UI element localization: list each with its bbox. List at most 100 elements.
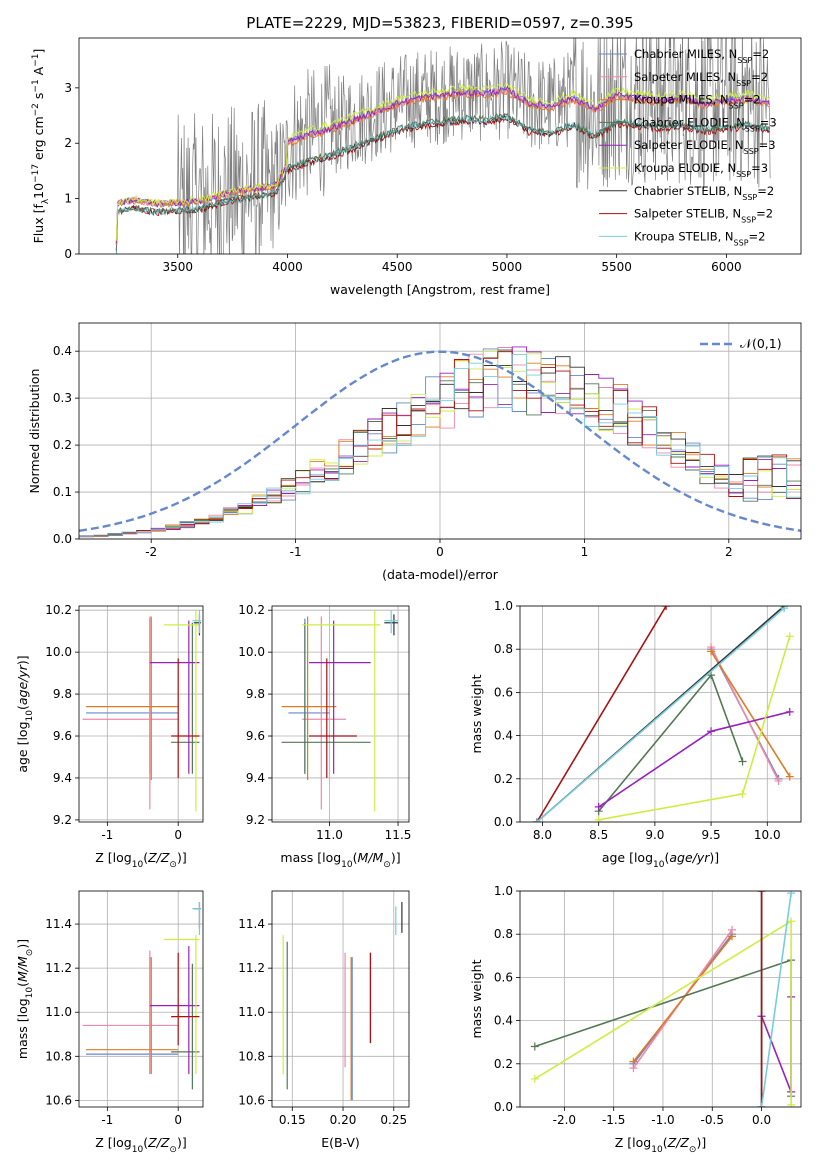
y-tick-label: 10.0 — [238, 645, 265, 659]
y-tick-label: 9.6 — [246, 729, 265, 743]
axes-spectrum: 3500 4000 4500 5000 5500 6000 0 1 2 3 wavelength [… — [31, 37, 802, 297]
weight-point-8 — [787, 891, 796, 898]
x-tick-label: 5000 — [492, 260, 523, 274]
plot-age_vs_mass — [281, 610, 399, 812]
residuals-ylabel: Normed distribution — [27, 369, 42, 494]
weight-line-4 — [598, 711, 790, 808]
x-tick-label: 4500 — [382, 260, 413, 274]
spectrum-ylabel: Flux [fλ10−17 erg cm−2 s−1 A−1] — [31, 49, 51, 244]
axes-age_vs_Z: -1 0 9.2 9.4 9.6 9.8 10.0 10.2 Z [log10(Z/Z⊙)] ag… — [15, 603, 204, 870]
legend-entry: Kroupa MILES, NSSP=2 — [634, 93, 760, 111]
y-tick-label: 10.2 — [238, 603, 265, 617]
weight-point-4 — [594, 802, 603, 811]
plot-spectrum — [115, 38, 771, 254]
weight-line-2 — [632, 935, 733, 1063]
weight-point-7 — [757, 891, 766, 895]
y-tick-label: 11.4 — [45, 917, 72, 931]
x-tick-label: -1 — [101, 1113, 113, 1127]
y-tick-label: 10.0 — [45, 645, 72, 659]
axes-mass_vs_EBV: 0.15 0.20 0.25 10.6 10.8 11.0 11.2 11.4 E(B-V) — [238, 890, 410, 1150]
y-tick-label: 9.8 — [53, 687, 72, 701]
axes-frame — [519, 605, 802, 823]
y-tick-label: 10.2 — [45, 603, 72, 617]
y-tick-label: 9.4 — [246, 771, 265, 785]
y-tick-label: 1 — [64, 192, 72, 206]
y-tick-label: 9.6 — [53, 729, 72, 743]
y-tick-label: 0 — [64, 247, 72, 261]
age_vs_mass-xlabel: mass [log10(M/M⊙)] — [280, 850, 400, 870]
y-tick-label: 11.2 — [238, 961, 265, 975]
weight-line-5 — [598, 635, 791, 821]
legend-entry: Chabrier STELIB, NSSP=2 — [634, 184, 774, 202]
mass_vs_EBV-xlabel: E(B-V) — [321, 1135, 360, 1150]
y-tick-label: 0.2 — [53, 438, 72, 452]
spectrum-xlabel: wavelength [Angstrom, rest frame] — [330, 282, 550, 297]
weight-point-3 — [707, 671, 716, 680]
spectrum-model-5 — [115, 82, 770, 241]
axes-frame — [271, 890, 410, 1108]
axes-frame — [78, 322, 802, 540]
weight_vs_Z-ylabel: mass weight — [469, 959, 484, 1038]
legend-entry: Kroupa STELIB, NSSP=2 — [634, 229, 765, 247]
y-tick-label: 9.2 — [246, 813, 265, 827]
x-tick-label: -1 — [290, 545, 302, 559]
weight_vs_age-xlabel: age [log10(age/yr)] — [602, 850, 719, 870]
y-tick-label: 1.0 — [494, 884, 513, 898]
weight-point-5 — [785, 632, 794, 641]
figure-title: PLATE=2229, MJD=53823, FIBERID=0597, z=0… — [246, 14, 633, 32]
x-tick-label: 0 — [436, 545, 444, 559]
gaussian-curve — [79, 350, 801, 532]
spectrum-legend: Chabrier MILES, NSSP=2 Salpeter MILES, NS… — [599, 47, 777, 247]
x-tick-label: 3500 — [162, 260, 193, 274]
x-tick-label: 0.20 — [330, 1113, 357, 1127]
y-tick-label: 0.0 — [494, 1100, 513, 1114]
y-tick-label: 9.2 — [53, 813, 72, 827]
axes-frame — [271, 605, 410, 823]
y-tick-label: 0.0 — [53, 532, 72, 546]
axes-frame — [78, 605, 204, 823]
age_vs_Z-xlabel: Z [log10(Z/Z⊙)] — [95, 850, 186, 870]
y-tick-label: 0.4 — [53, 344, 72, 358]
weight-point-4 — [785, 707, 794, 716]
x-tick-label: 6000 — [711, 260, 742, 274]
residuals-xlabel: (data-model)/error — [382, 567, 499, 582]
axes-weight_vs_age: 8.0 8.5 9.0 9.5 10.0 0.0 0.2 0.4 0.6 0.8 1.0 age [l… — [469, 599, 802, 870]
plot-weight_vs_age — [532, 606, 794, 822]
weight-point-8 — [532, 818, 541, 822]
legend-entry: Chabrier MILES, NSSP=2 — [634, 47, 769, 65]
axes-weight_vs_Z: -2.0 -1.5 -1.0 -0.5 0.0 0.0 0.2 0.4 0.6 0.8 1.0 Z [… — [469, 884, 802, 1155]
x-tick-label: -1.0 — [651, 1113, 674, 1127]
x-tick-label: 9.5 — [702, 828, 721, 842]
weight-line-2 — [710, 650, 791, 778]
y-tick-label: 10.8 — [45, 1049, 72, 1063]
x-tick-label: 4000 — [272, 260, 303, 274]
weight-point-5 — [530, 1074, 539, 1083]
x-tick-label: 8.5 — [589, 828, 608, 842]
legend-entry: Salpeter ELODIE, NSSP=3 — [634, 138, 776, 156]
x-tick-label: 0.0 — [752, 1113, 771, 1127]
x-tick-label: -1.5 — [602, 1113, 625, 1127]
y-tick-label: 10.6 — [45, 1093, 72, 1107]
weight-point-5 — [787, 1100, 796, 1107]
weight-point-8 — [780, 606, 789, 613]
spectrum-model-7 — [115, 115, 770, 254]
x-tick-label: 0 — [174, 1113, 182, 1127]
y-tick-label: 9.8 — [246, 687, 265, 701]
weight_vs_age-ylabel: mass weight — [469, 674, 484, 753]
x-tick-label: 8.0 — [533, 828, 552, 842]
y-tick-label: 0.1 — [53, 485, 72, 499]
weight-point-3 — [738, 757, 747, 766]
histogram-7 — [79, 351, 801, 539]
age_vs_Z-ylabel: age [log10(age/yr)] — [15, 655, 35, 772]
y-tick-label: 1.0 — [494, 599, 513, 613]
y-tick-label: 0.2 — [494, 772, 513, 786]
y-tick-label: 0.0 — [494, 815, 513, 829]
plot-area: 3500 4000 4500 5000 5500 6000 0 1 2 3 wavelength [… — [15, 37, 802, 1155]
x-tick-label: 0.15 — [279, 1113, 306, 1127]
y-tick-label: 0.4 — [494, 1014, 513, 1028]
weight-line-8 — [536, 607, 785, 822]
y-tick-label: 0.4 — [494, 729, 513, 743]
y-tick-label: 10.6 — [238, 1093, 265, 1107]
x-tick-label: 1 — [581, 545, 589, 559]
